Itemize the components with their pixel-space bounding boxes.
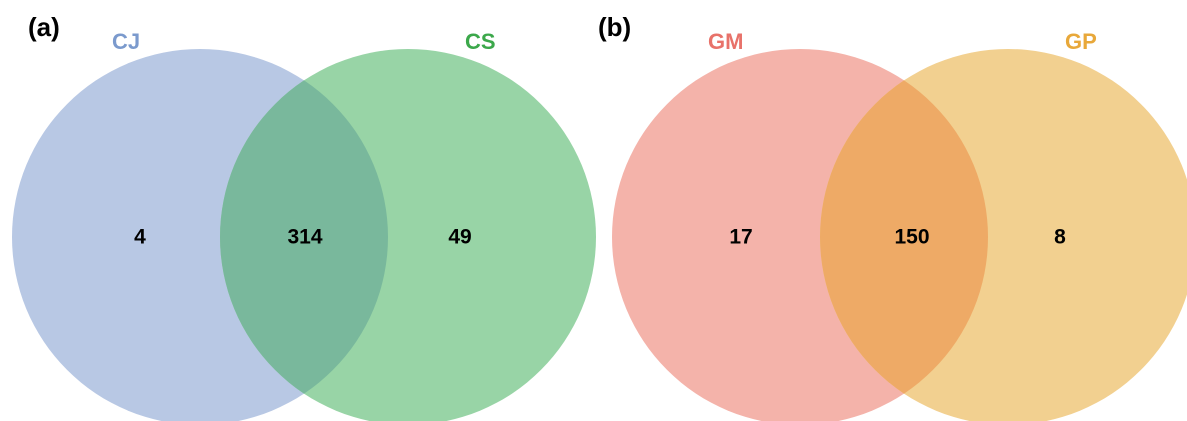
set-gm-gp-overlap (820, 49, 988, 421)
count-gm-gp-both: 150 (894, 226, 929, 249)
count-cs-only: 49 (448, 226, 471, 249)
venn-panel-a: (a) CJ CS 4 314 49 (12, 12, 596, 421)
count-cj-only: 4 (134, 226, 146, 249)
set-gp-label: GP (1065, 29, 1097, 54)
set-cj-cs-overlap (220, 49, 388, 421)
count-gp-only: 8 (1054, 226, 1066, 249)
count-gm-only: 17 (729, 226, 752, 249)
count-cj-cs-both: 314 (287, 226, 322, 249)
set-cs-label: CS (465, 29, 496, 54)
set-gm-label: GM (708, 29, 743, 54)
set-cj-label: CJ (112, 29, 140, 54)
panel-b-letter: (b) (598, 12, 631, 42)
venn-panel-b: (b) GM GP 17 150 8 (598, 12, 1187, 421)
panel-a-letter: (a) (28, 12, 60, 42)
